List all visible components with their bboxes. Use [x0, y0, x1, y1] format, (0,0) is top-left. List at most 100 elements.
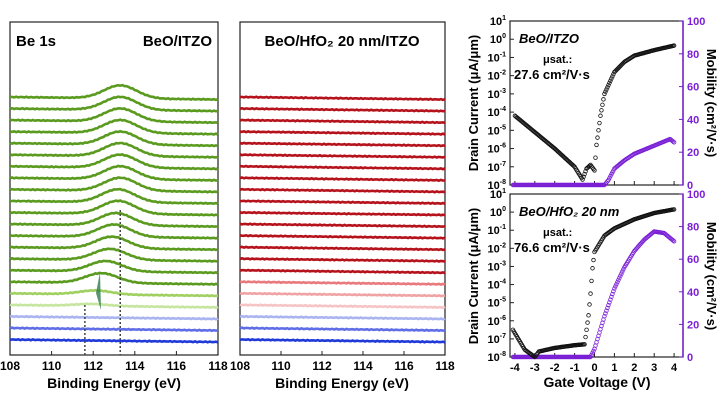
mobility-point [613, 284, 618, 289]
xps-spectrum-line [239, 268, 446, 275]
transfer-top-plot: 1 0 -8 10-7 10-6 10-5 10-4 10-3 10-2 10-1 100 101 0 2… [488, 15, 706, 192]
x-tick-label: 114 [353, 359, 373, 373]
xps-spectrum-line [239, 153, 446, 159]
mobility-point [603, 311, 608, 316]
xps-middle-xlabel: Binding Energy (eV) [275, 375, 409, 391]
y-tick-label-right: 100 [687, 189, 705, 201]
xps-spectrum-line [9, 326, 218, 333]
y-tick-label-right: 80 [687, 49, 699, 61]
mobility-point [651, 230, 656, 235]
y-tick-label-right: 20 [687, 319, 699, 331]
y-tick-label-left: 101 [490, 188, 506, 201]
y-tick-exponent: -6 [500, 315, 506, 322]
y-tick-label-left: 10-7 [488, 333, 507, 346]
xps-spectrum-line [239, 337, 446, 344]
x-tick-label: 1 [611, 362, 617, 374]
y-tick-label-right: 100 [687, 16, 705, 28]
xps-spectrum-line [239, 314, 446, 321]
transfer-top-sample: BeO/ITZO [519, 31, 579, 46]
drain-current-point [580, 177, 585, 182]
y-tick-label-left: 10-8 [488, 351, 507, 364]
y-tick-label-left: 10-2 [488, 242, 507, 255]
xps-spectrum-line [9, 187, 219, 206]
xps-spectrum-line [239, 256, 446, 263]
xps-spectrum-line [239, 164, 446, 171]
xps-left-plot: 108 110 112 114 116 118 [0, 83, 228, 373]
x-tick-label: 112 [312, 359, 332, 373]
transfer-xlabel: Gate Voltage (V) [543, 374, 650, 390]
xps-spectrum-line [239, 210, 446, 217]
x-tick-label: 116 [394, 359, 414, 373]
y-tick-label-left: 10-5 [488, 124, 507, 137]
drain-current-point [581, 174, 586, 179]
mobility-point [604, 308, 609, 313]
xps-spectrum-line [9, 164, 219, 183]
drain-current-point [671, 43, 677, 48]
y-tick-exponent: -7 [500, 161, 506, 168]
mobility-point [618, 273, 623, 279]
y-tick-exponent: -2 [500, 242, 506, 249]
mobility-point [617, 275, 622, 281]
y-tick-label-left: 10-6 [488, 315, 507, 328]
y-tick-label-left: 10-1 [488, 51, 507, 64]
y-tick-label-left: 10-3 [488, 88, 507, 101]
xps-spectrum-line [9, 314, 219, 321]
mobility-point [607, 300, 612, 305]
mobility-point [619, 271, 624, 276]
mobility-point [615, 279, 620, 285]
x-tick-label: -2 [550, 362, 560, 374]
y-tick-exponent: -8 [500, 179, 506, 186]
y-tick-label-left: 10-5 [488, 297, 507, 310]
xps-spectrum-line [9, 271, 219, 286]
drain-current-point [582, 171, 587, 177]
x-tick-label: 112 [84, 359, 104, 373]
mobility-point [612, 286, 617, 291]
drain-current-point [531, 354, 537, 359]
mobility-point [605, 305, 610, 311]
y-tick-label-right: 40 [687, 287, 699, 299]
shift-arrow-icon [96, 272, 101, 310]
mobility-point [671, 239, 677, 244]
y-tick-exponent: -4 [500, 279, 506, 286]
x-tick-label: -3 [530, 362, 540, 374]
drain-current-point [587, 302, 592, 307]
xps-left-xlabel: Binding Energy (eV) [47, 375, 181, 391]
mobility-point [605, 179, 610, 184]
y-tick-exponent: -5 [500, 124, 506, 131]
x-tick-label: 116 [167, 359, 187, 373]
y-tick-exponent: 0 [502, 206, 506, 213]
xps-spectrum-line [9, 288, 219, 298]
drain-current-point [600, 102, 605, 108]
y-tick-label-left: 101 [490, 15, 506, 28]
y-tick-label-left: 100 [490, 33, 506, 46]
y-tick-exponent: -4 [500, 106, 506, 113]
xps-spectrum-line [9, 83, 219, 102]
y-tick-exponent: 1 [502, 15, 506, 22]
drain-current-point [609, 76, 614, 81]
y-tick-exponent: -5 [500, 297, 506, 304]
drain-current-point [593, 155, 598, 160]
mobility-point [611, 289, 616, 294]
drain-current-point [611, 72, 616, 77]
y-tick-exponent: -7 [500, 333, 506, 340]
drain-current-point [605, 85, 610, 90]
x-tick-label: 108 [0, 359, 20, 373]
y-tick-label-right: 40 [687, 114, 699, 126]
mobility-point [620, 269, 625, 274]
xps-spectrum-line [239, 245, 446, 252]
y-tick-label-left: 100 [490, 206, 506, 219]
drain-current-point [591, 257, 596, 263]
xps-spectrum-line [239, 130, 446, 136]
transfer-bottom-ylabel-right: Mobility (cm²/V·s) [704, 222, 719, 330]
y-tick-label-right: 20 [687, 147, 699, 159]
xps-spectrum-line [239, 326, 445, 333]
xps-middle-plot: 108 110 112 114 116 118 [230, 95, 455, 373]
drain-current-point [590, 266, 595, 271]
mobility-point [671, 140, 677, 145]
drain-current-point [583, 169, 588, 174]
y-tick-label-right: 80 [687, 222, 699, 234]
mobility-point [609, 294, 614, 300]
xps-spectrum-line [239, 199, 446, 206]
mobility-point [606, 302, 611, 308]
